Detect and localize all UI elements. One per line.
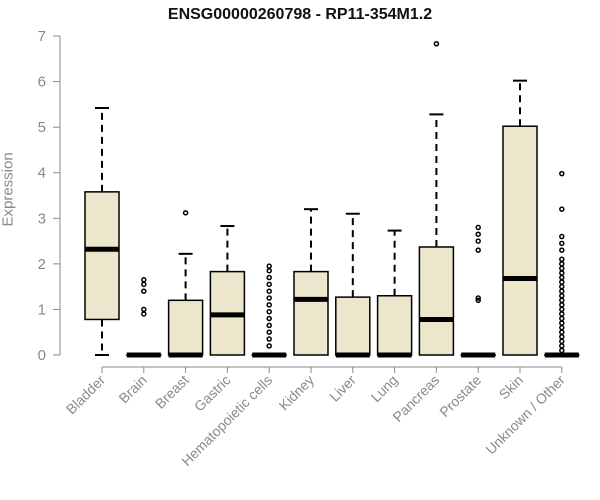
outlier-point	[475, 238, 481, 244]
outlier-point	[559, 265, 565, 272]
outlier-point	[266, 281, 272, 288]
outlier-point	[559, 206, 565, 212]
outlier-point	[266, 329, 272, 335]
y-tick-label: 4	[38, 165, 46, 182]
outlier-point	[559, 347, 565, 354]
outlier-point	[266, 315, 272, 322]
outlier-point	[559, 261, 565, 267]
outlier-point	[141, 281, 147, 288]
x-tick-label: Brain	[115, 372, 149, 406]
outlier-point	[266, 274, 272, 281]
outlier-point	[266, 336, 272, 342]
outlier-point	[559, 256, 565, 263]
box	[502, 125, 538, 356]
outlier-point	[559, 329, 565, 335]
box	[167, 299, 204, 356]
y-tick-label: 7	[38, 28, 46, 45]
outlier-point	[475, 247, 481, 253]
outlier-point	[182, 210, 189, 216]
x-tick-label: Liver	[326, 372, 359, 405]
box	[293, 270, 329, 356]
x-tick-label: Kidney	[276, 372, 318, 414]
x-tick-label: Unknown / Other	[482, 372, 568, 458]
outlier-point	[559, 247, 565, 253]
outlier-point	[559, 274, 565, 281]
outlier-point	[559, 293, 565, 299]
outlier-point	[559, 324, 565, 331]
outlier-point	[266, 322, 272, 329]
outlier-point	[559, 306, 565, 313]
outlier-point	[266, 343, 272, 349]
box	[376, 295, 413, 356]
y-tick-label: 0	[38, 347, 46, 364]
outlier-point	[559, 288, 565, 294]
outlier-point	[559, 338, 565, 345]
outlier-point	[266, 308, 272, 315]
x-tick-label: Skin	[496, 372, 527, 403]
outlier-point	[559, 170, 565, 177]
box	[335, 296, 371, 356]
outlier-point	[559, 297, 565, 304]
outlier-point	[266, 302, 272, 308]
outlier-point	[559, 270, 565, 276]
y-tick-label: 3	[38, 210, 46, 227]
outlier-point	[559, 315, 565, 322]
x-tick-label: Lung	[367, 372, 400, 405]
x-tick-label: Prostate	[436, 372, 484, 420]
outlier-point	[475, 224, 481, 231]
x-tick-label: Breast	[152, 372, 192, 412]
outlier-point	[475, 231, 481, 237]
outlier-point	[266, 295, 272, 301]
outlier-point	[141, 277, 147, 283]
outlier-point	[141, 311, 147, 317]
outlier-point	[559, 302, 565, 308]
y-tick-label: 5	[38, 119, 46, 136]
outlier-point	[559, 343, 565, 349]
x-tick-label: Bladder	[63, 372, 109, 418]
box	[418, 246, 455, 356]
outlier-point	[475, 297, 481, 304]
y-tick-label: 2	[38, 256, 46, 273]
outlier-point	[559, 311, 565, 317]
outlier-point	[433, 40, 440, 47]
chart-title: ENSG00000260798 - RP11-354M1.2	[167, 6, 433, 23]
outlier-point	[559, 233, 565, 240]
outlier-point	[559, 279, 565, 285]
outlier-point	[559, 283, 565, 290]
outlier-point	[559, 334, 565, 340]
outlier-point	[559, 240, 565, 247]
y-tick-label: 6	[38, 74, 46, 91]
box	[84, 191, 120, 321]
outlier-point	[141, 288, 147, 294]
outlier-point	[266, 288, 272, 294]
outlier-point	[266, 263, 272, 269]
outlier-point	[266, 267, 272, 274]
outlier-point	[141, 306, 147, 313]
outlier-point	[475, 295, 481, 301]
y-tick-label: 1	[38, 301, 46, 318]
outlier-point	[559, 320, 565, 326]
